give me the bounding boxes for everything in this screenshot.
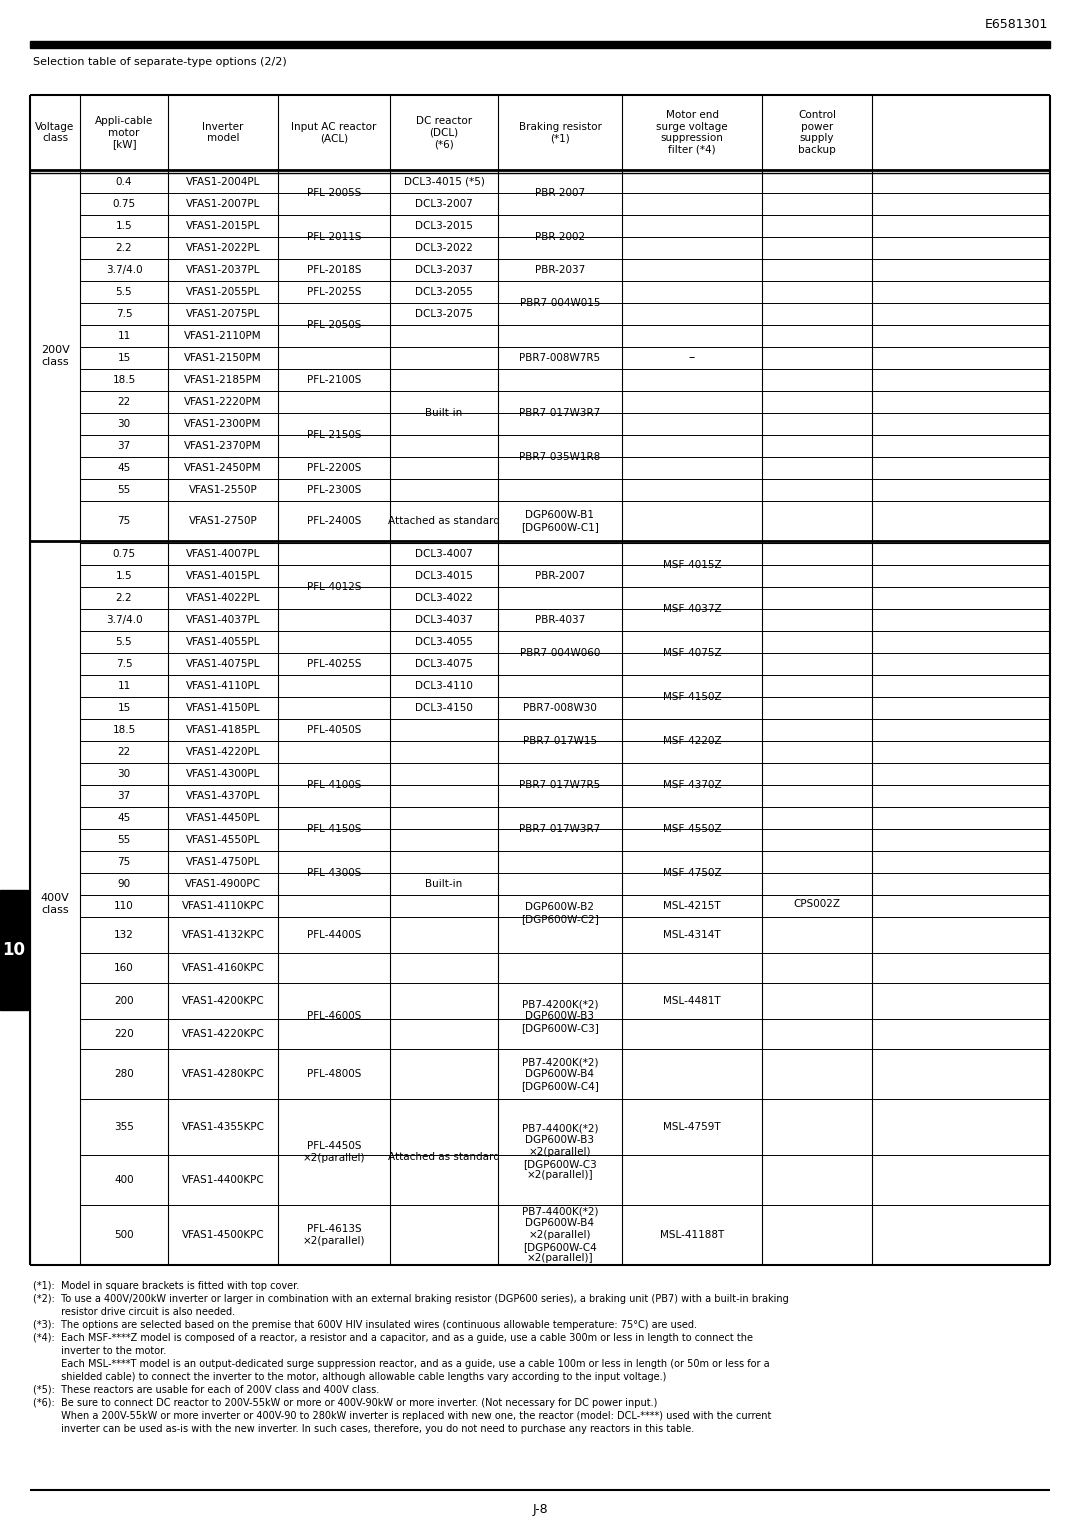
Text: MSF-4150Z: MSF-4150Z (663, 692, 721, 702)
Text: DCL3-4015 (*5): DCL3-4015 (*5) (404, 178, 485, 187)
Text: 37: 37 (118, 791, 131, 801)
Text: VFAS1-4750PL: VFAS1-4750PL (186, 856, 260, 867)
Text: MSF-4015Z: MSF-4015Z (663, 561, 721, 570)
Text: MSL-4481T: MSL-4481T (663, 996, 720, 1007)
Bar (0, 890, 28, 1010)
Text: MSF-4550Z: MSF-4550Z (663, 824, 721, 833)
Text: DGP600W-B1
[DGP600W-C1]: DGP600W-B1 [DGP600W-C1] (521, 510, 599, 532)
Text: –: – (689, 351, 696, 365)
Text: VFAS1-2055PL: VFAS1-2055PL (186, 286, 260, 297)
Text: VFAS1-4500KPC: VFAS1-4500KPC (181, 1230, 265, 1239)
Text: Built-in: Built-in (426, 408, 462, 418)
Text: VFAS1-2300PM: VFAS1-2300PM (185, 418, 261, 429)
Text: PBR7-017W15: PBR7-017W15 (523, 735, 597, 746)
Text: Braking resistor
(*1): Braking resistor (*1) (518, 121, 602, 144)
Text: PFL-2005S: PFL-2005S (307, 188, 361, 198)
Text: Appli-cable
motor
[kW]: Appli-cable motor [kW] (95, 116, 153, 149)
Text: VFAS1-4055PL: VFAS1-4055PL (186, 637, 260, 647)
Text: DCL3-4110: DCL3-4110 (415, 682, 473, 691)
Text: VFAS1-4185PL: VFAS1-4185PL (186, 725, 260, 735)
Text: inverter can be used as-is with the new inverter. In such cases, therefore, you : inverter can be used as-is with the new … (33, 1425, 694, 1434)
Text: VFAS1-4280KPC: VFAS1-4280KPC (181, 1069, 265, 1079)
Text: VFAS1-4075PL: VFAS1-4075PL (186, 659, 260, 669)
Text: PB7-4200K(*2)
DGP600W-B3
[DGP600W-C3]: PB7-4200K(*2) DGP600W-B3 [DGP600W-C3] (521, 999, 599, 1033)
Text: VFAS1-2750P: VFAS1-2750P (189, 516, 257, 525)
Text: 2.2: 2.2 (116, 244, 133, 253)
Text: 55: 55 (118, 486, 131, 495)
Text: (*6):  Be sure to connect DC reactor to 200V-55kW or more or 400V-90kW or more i: (*6): Be sure to connect DC reactor to 2… (33, 1399, 658, 1408)
Text: PFL-2400S: PFL-2400S (307, 516, 361, 525)
Text: 30: 30 (118, 769, 131, 778)
Text: PBR-4037: PBR-4037 (535, 614, 585, 625)
Text: MSL-4314T: MSL-4314T (663, 930, 720, 941)
Text: 400V
class: 400V class (41, 893, 69, 915)
Text: MSL-41188T: MSL-41188T (660, 1230, 724, 1239)
Text: DCL3-2055: DCL3-2055 (415, 286, 473, 297)
Text: PBR7-035W1R8: PBR7-035W1R8 (519, 452, 600, 463)
Text: 132: 132 (114, 930, 134, 941)
Text: (*4):  Each MSF-****Z model is composed of a reactor, a resistor and a capacitor: (*4): Each MSF-****Z model is composed o… (33, 1333, 753, 1344)
Text: MSF-4220Z: MSF-4220Z (663, 735, 721, 746)
Text: PBR7-008W30: PBR7-008W30 (523, 703, 597, 712)
Text: resistor drive circuit is also needed.: resistor drive circuit is also needed. (33, 1307, 235, 1318)
Text: PFL-4800S: PFL-4800S (307, 1069, 361, 1079)
Text: DCL3-4022: DCL3-4022 (415, 593, 473, 604)
Text: VFAS1-4900PC: VFAS1-4900PC (185, 879, 261, 889)
Text: VFAS1-4220PL: VFAS1-4220PL (186, 748, 260, 757)
Text: VFAS1-4132KPC: VFAS1-4132KPC (181, 930, 265, 941)
Text: J-8: J-8 (532, 1503, 548, 1517)
Text: Built-in: Built-in (426, 879, 462, 889)
Text: VFAS1-4200KPC: VFAS1-4200KPC (181, 996, 265, 1007)
Text: MSF-4370Z: MSF-4370Z (663, 780, 721, 791)
Text: PBR7-004W060: PBR7-004W060 (519, 648, 600, 659)
Text: (*1):  Model in square brackets is fitted with top cover.: (*1): Model in square brackets is fitted… (33, 1281, 299, 1291)
Text: PFL-4012S: PFL-4012S (307, 582, 361, 591)
Text: 5.5: 5.5 (116, 637, 133, 647)
Text: PBR7-004W015: PBR7-004W015 (519, 299, 600, 308)
Text: 7.5: 7.5 (116, 659, 133, 669)
Text: VFAS1-4022PL: VFAS1-4022PL (186, 593, 260, 604)
Text: DGP600W-B2
[DGP600W-C2]: DGP600W-B2 [DGP600W-C2] (521, 902, 599, 924)
Text: Selection table of separate-type options (2/2): Selection table of separate-type options… (33, 57, 287, 67)
Text: 7.5: 7.5 (116, 309, 133, 319)
Text: MSL-4215T: MSL-4215T (663, 901, 720, 912)
Text: VFAS1-4220KPC: VFAS1-4220KPC (181, 1030, 265, 1039)
Text: 1.5: 1.5 (116, 221, 133, 231)
Text: 1.5: 1.5 (116, 571, 133, 581)
Text: (*2):  To use a 400V/200kW inverter or larger in combination with an external br: (*2): To use a 400V/200kW inverter or la… (33, 1295, 788, 1304)
Text: PFL-4150S: PFL-4150S (307, 824, 361, 833)
Text: PFL-2011S: PFL-2011S (307, 231, 361, 242)
Text: Each MSL-****T model is an output-dedicated surge suppression reactor, and as a : Each MSL-****T model is an output-dedica… (33, 1359, 770, 1370)
Text: VFAS1-2022PL: VFAS1-2022PL (186, 244, 260, 253)
Text: MSF-4037Z: MSF-4037Z (663, 604, 721, 614)
Text: PFL-2100S: PFL-2100S (307, 375, 361, 385)
Text: PFL-2200S: PFL-2200S (307, 463, 361, 473)
Text: 18.5: 18.5 (112, 375, 136, 385)
Text: VFAS1-4150PL: VFAS1-4150PL (186, 703, 260, 712)
Text: shielded cable) to connect the inverter to the motor, although allowable cable l: shielded cable) to connect the inverter … (33, 1373, 666, 1382)
Text: PFL-2018S: PFL-2018S (307, 265, 361, 276)
Text: 75: 75 (118, 516, 131, 525)
Text: 90: 90 (118, 879, 131, 889)
Text: Motor end
surge voltage
suppression
filter (*4): Motor end surge voltage suppression filt… (657, 110, 728, 155)
Text: DCL3-2037: DCL3-2037 (415, 265, 473, 276)
Text: PFL-4025S: PFL-4025S (307, 659, 361, 669)
Text: PFL-2150S: PFL-2150S (307, 430, 361, 440)
Text: 18.5: 18.5 (112, 725, 136, 735)
Text: PB7-4200K(*2)
DGP600W-B4
[DGP600W-C4]: PB7-4200K(*2) DGP600W-B4 [DGP600W-C4] (521, 1057, 599, 1091)
Text: VFAS1-2220PM: VFAS1-2220PM (185, 397, 261, 408)
Text: PBR-2037: PBR-2037 (535, 265, 585, 276)
Text: Attached as standard: Attached as standard (388, 516, 500, 525)
Text: (*3):  The options are selected based on the premise that 600V HIV insulated wir: (*3): The options are selected based on … (33, 1321, 697, 1330)
Text: VFAS1-2370PM: VFAS1-2370PM (185, 441, 261, 450)
Text: 30: 30 (118, 418, 131, 429)
Text: VFAS1-4370PL: VFAS1-4370PL (186, 791, 260, 801)
Text: 45: 45 (118, 463, 131, 473)
Text: 0.75: 0.75 (112, 199, 136, 208)
Text: Input AC reactor
(ACL): Input AC reactor (ACL) (292, 121, 377, 144)
Text: E6581301: E6581301 (985, 18, 1048, 32)
Text: DCL3-4150: DCL3-4150 (415, 703, 473, 712)
Text: PBR-2002: PBR-2002 (535, 231, 585, 242)
Text: VFAS1-2550P: VFAS1-2550P (189, 486, 257, 495)
Text: PBR7-017W3R7: PBR7-017W3R7 (519, 824, 600, 833)
